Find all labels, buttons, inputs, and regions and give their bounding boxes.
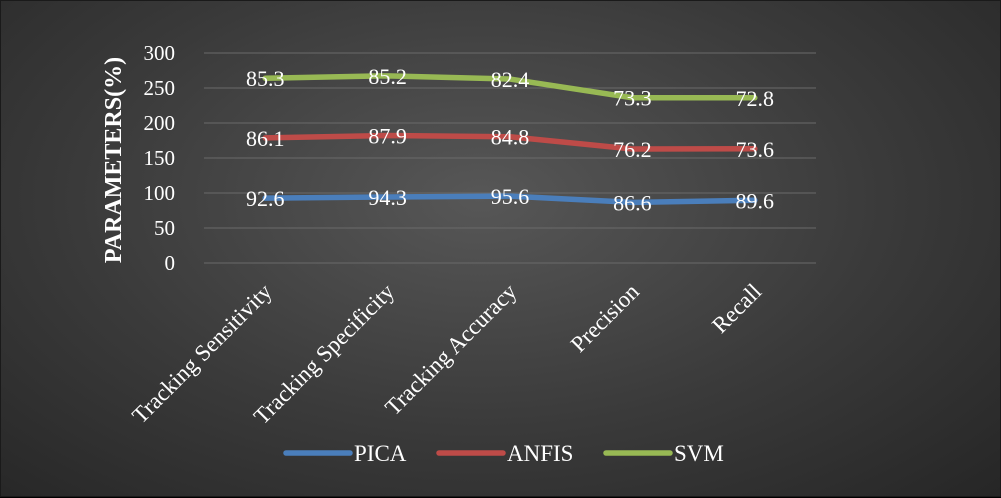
data-label: 92.6 — [246, 186, 285, 211]
legend-label: PICA — [354, 441, 407, 466]
data-label: 86.6 — [613, 190, 652, 215]
data-label: 87.9 — [368, 123, 407, 148]
x-category-label: Precision — [566, 279, 645, 358]
y-axis-ticks: 0 50 100 150 200 250 300 — [144, 41, 176, 275]
legend: PICA ANFIS SVM — [283, 441, 724, 466]
data-label: 76.2 — [613, 137, 652, 162]
x-category-label: Recall — [707, 279, 766, 338]
y-axis-label: PARAMETERS(%) — [101, 57, 127, 263]
data-label: 85.2 — [368, 64, 407, 89]
data-label: 85.3 — [246, 66, 285, 91]
y-tick-label: 100 — [144, 181, 176, 205]
series-line-pica — [262, 193, 758, 206]
y-tick-label: 150 — [144, 146, 176, 170]
data-label: 73.6 — [736, 137, 775, 162]
data-labels: 92.6 94.3 95.6 86.6 89.6 86.1 87.9 84.8 76.2 73.6… — [246, 64, 774, 216]
y-tick-label: 300 — [144, 41, 176, 65]
legend-label: SVM — [674, 441, 724, 466]
series-lines — [262, 73, 758, 206]
series-line-svm — [262, 73, 758, 101]
data-label: 73.3 — [613, 86, 652, 111]
data-label: 94.3 — [368, 185, 407, 210]
legend-label: ANFIS — [507, 441, 573, 466]
data-label: 84.8 — [491, 125, 530, 150]
series-line-anfis — [262, 132, 758, 152]
y-tick-label: 0 — [165, 251, 176, 275]
y-tick-label: 200 — [144, 111, 176, 135]
data-label: 89.6 — [736, 188, 775, 213]
data-label: 82.4 — [491, 67, 530, 92]
y-tick-label: 50 — [154, 216, 175, 240]
x-category-label: Tracking Accuracy — [380, 279, 522, 421]
data-label: 72.8 — [736, 86, 775, 111]
y-tick-label: 250 — [144, 76, 176, 100]
data-label: 86.1 — [246, 126, 285, 151]
data-label: 95.6 — [491, 184, 530, 209]
gridlines — [204, 52, 816, 264]
